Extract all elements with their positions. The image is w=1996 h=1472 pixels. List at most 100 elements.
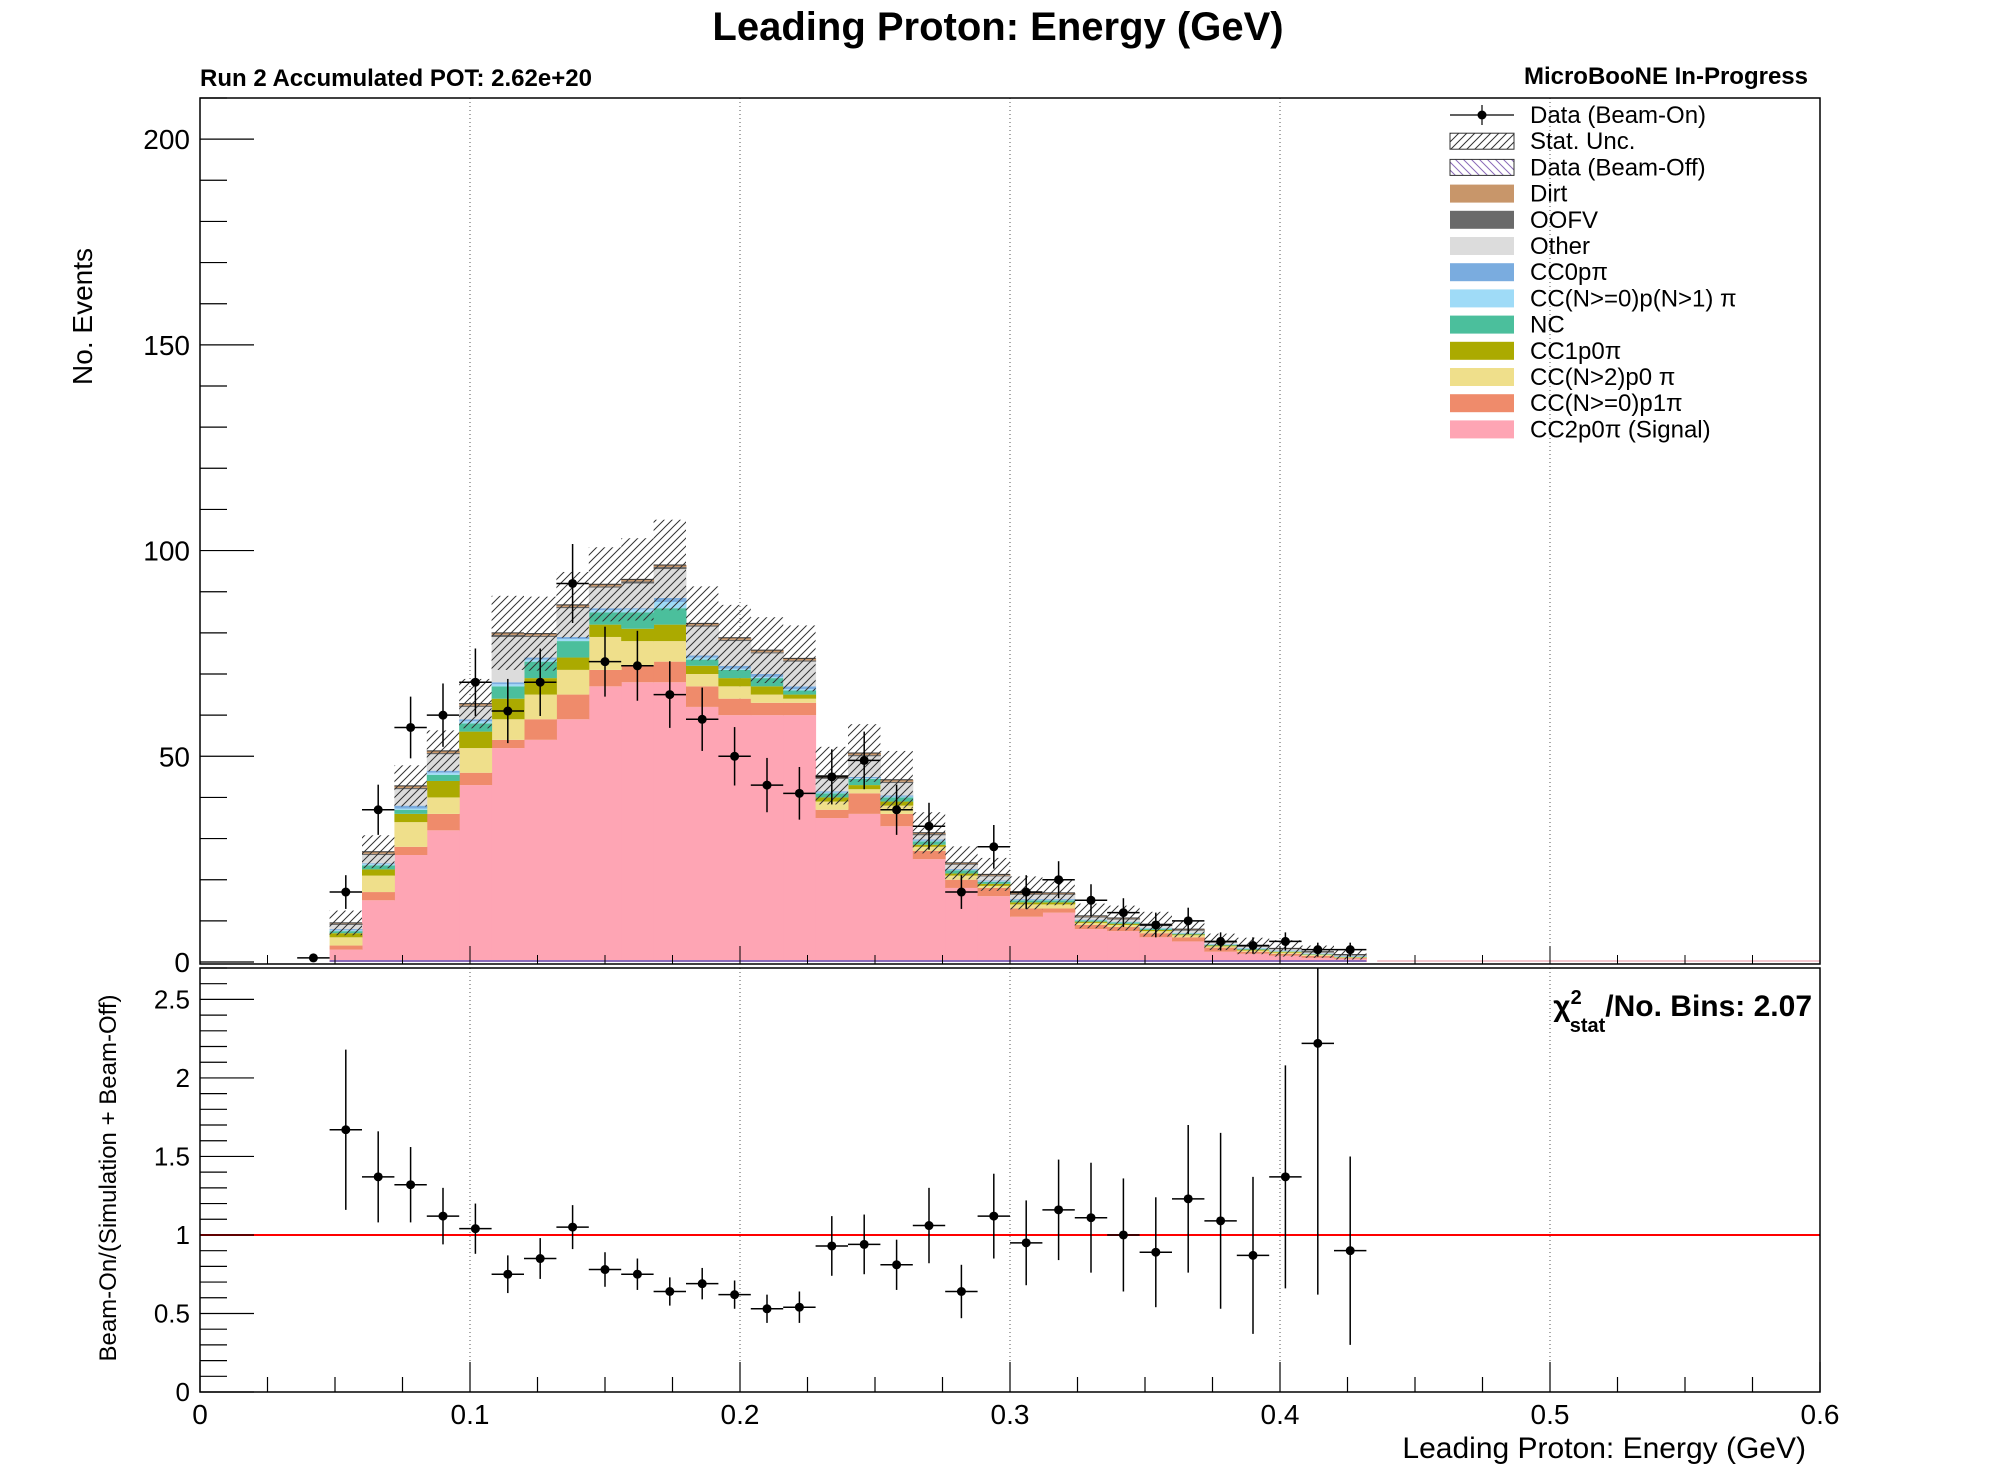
stack-bar [459, 785, 493, 962]
ratio-point [1107, 1178, 1140, 1292]
data-marker [470, 677, 480, 687]
x-tick-label: 0.5 [1531, 1399, 1570, 1430]
stack-bar [426, 830, 460, 962]
ratio-marker [794, 1302, 804, 1312]
stack-bar [750, 694, 784, 703]
ratio-point [556, 1205, 589, 1250]
legend-data-marker [1477, 110, 1487, 120]
legend-entry: CC(N>2)p0 π [1450, 364, 1675, 391]
ratio-marker [1118, 1230, 1128, 1240]
ratio-marker [956, 1286, 966, 1296]
data-point [783, 766, 816, 820]
legend-label: CC1p0π [1530, 338, 1621, 365]
ratio-gridlines [469, 968, 1551, 1392]
x-tick-label: 0.4 [1261, 1399, 1300, 1430]
ratio-marker [697, 1279, 707, 1289]
data-point [880, 784, 913, 835]
stack-bar [329, 937, 363, 946]
data-marker [535, 677, 545, 687]
top-y-axis-label: No. Events [67, 248, 98, 385]
ratio-marker [892, 1260, 902, 1270]
stack-bar [653, 608, 687, 625]
ratio-marker [632, 1269, 642, 1279]
ratio-marker [859, 1239, 869, 1249]
data-point [491, 678, 524, 744]
stack-bar [394, 846, 428, 856]
data-marker [1054, 875, 1064, 885]
ratio-y-axis-label: Beam-On/(Simulation + Beam-Off) [95, 994, 122, 1361]
stack-bar [394, 855, 428, 962]
data-marker [1086, 895, 1096, 905]
data-point [329, 875, 362, 909]
stack-bar [653, 624, 687, 642]
legend-swatch [1450, 184, 1514, 203]
ratio-marker [1054, 1205, 1064, 1215]
ratio-marker [1280, 1172, 1290, 1182]
legend-entry: CC2p0π (Signal) [1450, 416, 1711, 443]
stack-bar [783, 694, 817, 699]
ratio-point [588, 1252, 622, 1287]
stack-bar [686, 665, 719, 674]
data-marker [406, 722, 416, 732]
stack-bar [556, 694, 590, 720]
stack-bar [1301, 957, 1335, 962]
legend-label: Other [1530, 233, 1590, 260]
data-point [848, 731, 881, 790]
legend-entry: CC(N>=0)p1π [1450, 390, 1683, 417]
stack-bar [718, 669, 752, 679]
ratio-point [783, 1291, 816, 1323]
legend-label: Data (Beam-Off) [1530, 154, 1706, 181]
legend-entry: Dirt [1450, 181, 1568, 208]
ratio-point [1236, 1176, 1270, 1334]
ratio-point [524, 1238, 557, 1279]
x-tick-label: 0.6 [1801, 1399, 1840, 1430]
beam-on-data-points [297, 543, 1367, 963]
ratio-point [1042, 1159, 1075, 1261]
stack-bar [556, 636, 590, 640]
ratio-point [329, 1049, 362, 1210]
ratio-marker [1086, 1213, 1096, 1223]
legend-label: CC(N>=0)p(N>1) π [1530, 285, 1737, 312]
ratio-y-tick-label: 2.5 [154, 984, 190, 1014]
ratio-marker [827, 1241, 837, 1251]
legend-swatch [1450, 394, 1514, 413]
stack-bar [556, 657, 590, 670]
ratio-point [491, 1255, 524, 1294]
data-point [1010, 875, 1043, 909]
data-point [1301, 942, 1334, 957]
data-point [977, 824, 1010, 869]
ratio-marker [924, 1221, 934, 1231]
stack-bar [556, 641, 590, 658]
stack-bar [394, 809, 428, 814]
stack-bar [880, 826, 914, 962]
legend-entry: CC(N>=0)p(N>1) π [1450, 285, 1737, 312]
stack-bar [329, 949, 363, 962]
legend-entry: Data (Beam-On) [1450, 102, 1706, 129]
data-point [362, 784, 395, 835]
data-marker [1248, 941, 1258, 951]
x-axis: 0 0.1 0.2 0.3 0.4 0.5 0.6 [192, 1362, 1839, 1430]
data-marker [503, 706, 513, 716]
ratio-point [394, 1147, 427, 1223]
legend-swatch [1450, 210, 1514, 229]
stack-bar [1042, 912, 1076, 962]
legend-label: CC(N>=0)p1π [1530, 390, 1683, 417]
ratio-point [977, 1173, 1010, 1259]
ratio-marker [568, 1222, 578, 1232]
stack-bar [718, 698, 752, 716]
data-marker [1345, 945, 1355, 955]
stack-bar [394, 808, 428, 810]
data-point [297, 953, 330, 963]
stack-bar [621, 682, 655, 962]
ratio-point [1172, 1125, 1205, 1273]
stack-bar [426, 797, 460, 814]
data-marker [438, 710, 448, 720]
stack-bar [362, 900, 395, 962]
ratio-point [848, 1214, 881, 1275]
stack-bar [848, 813, 881, 962]
stack-bar [362, 869, 395, 876]
data-marker [924, 821, 934, 831]
stack-bar [329, 945, 363, 950]
stack-bar [1172, 941, 1205, 962]
stack-bar [848, 793, 881, 814]
